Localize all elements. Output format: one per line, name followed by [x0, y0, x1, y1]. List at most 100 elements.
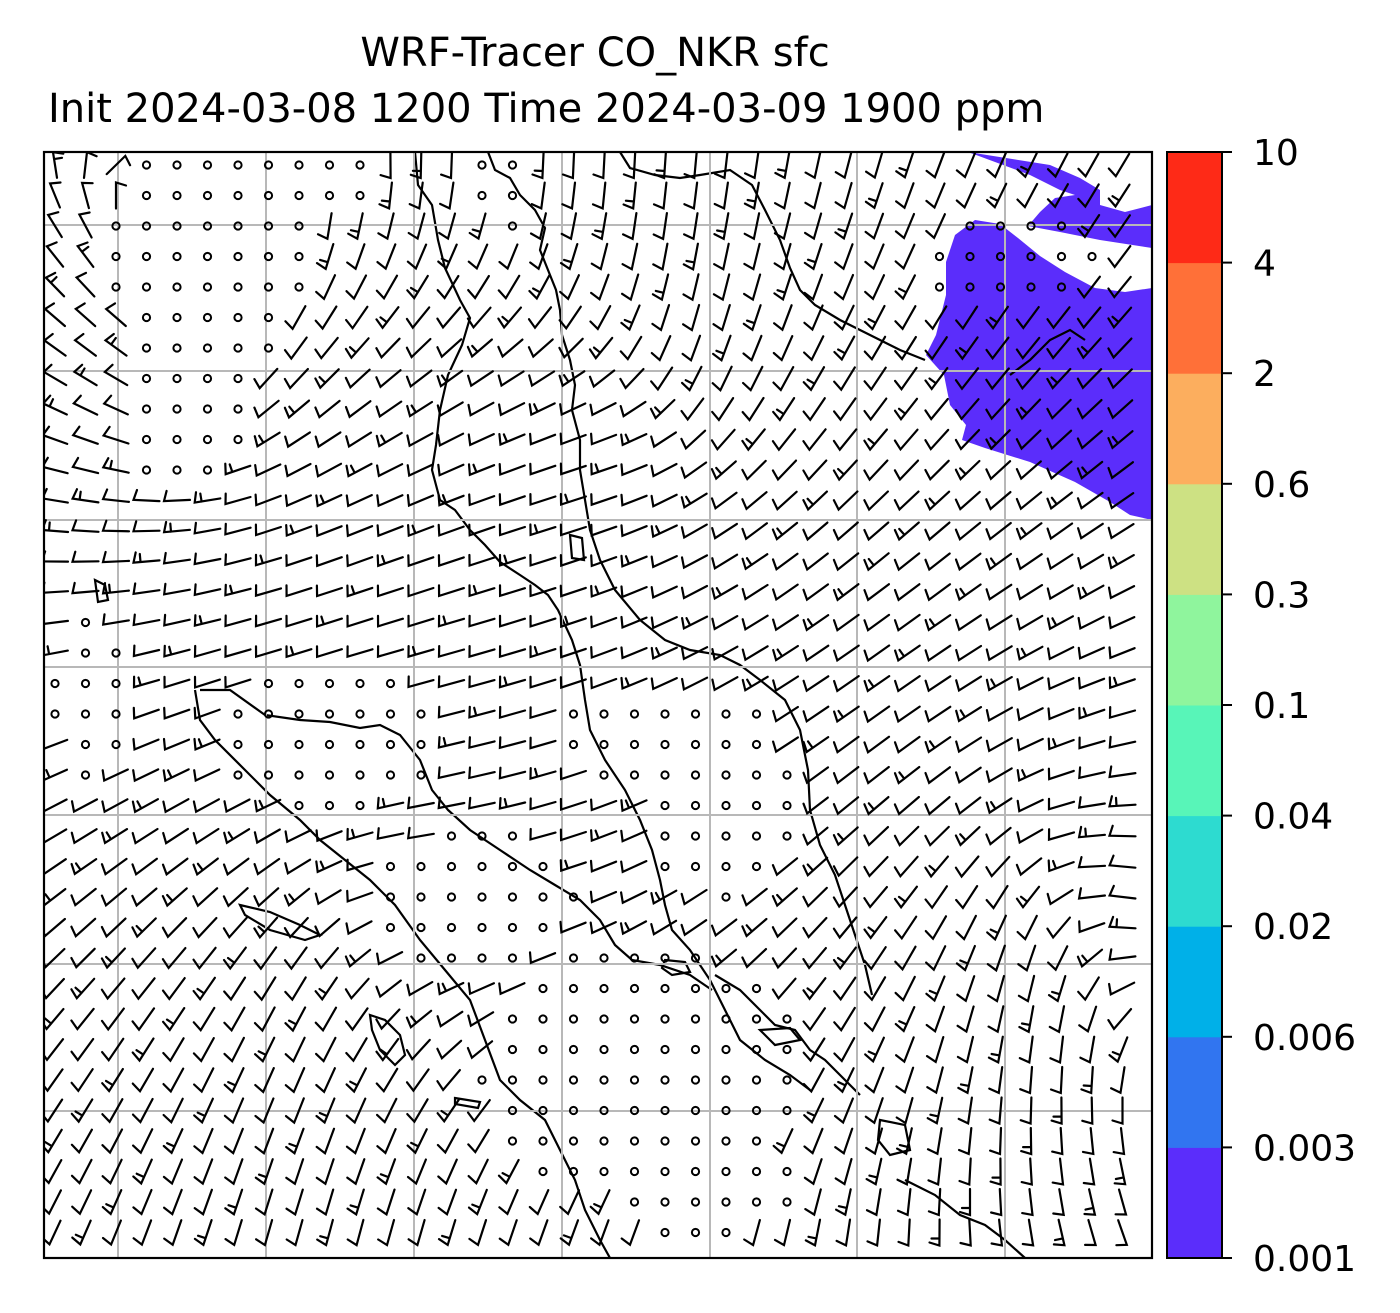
wind-barb: [741, 522, 768, 541]
wind-barb: [1114, 1188, 1128, 1216]
wind-barb: [315, 494, 343, 508]
wind-barb: [131, 488, 161, 503]
wind-barb: [101, 1128, 124, 1155]
calm-wind-circle: [233, 434, 243, 445]
wind-barb: [1047, 767, 1075, 781]
wind-barb: [864, 243, 885, 271]
wind-barb: [863, 946, 887, 971]
wind-barb: [744, 152, 760, 180]
wind-barb: [132, 551, 161, 564]
calm-wind-circle: [233, 251, 243, 262]
wind-barb: [1016, 737, 1044, 752]
wind-barb: [741, 917, 768, 938]
wind-barb: [894, 212, 916, 240]
wind-barb: [131, 827, 159, 845]
calm-wind-circle: [507, 953, 518, 963]
calm-wind-circle: [568, 1166, 579, 1177]
wind-barb: [802, 736, 830, 754]
wind-barb: [863, 644, 891, 663]
wind-barb: [375, 979, 402, 999]
calm-wind-circle: [721, 770, 731, 780]
calm-wind-circle: [385, 770, 396, 780]
map-panel: [42, 150, 1154, 1260]
wind-barb: [1047, 737, 1075, 751]
wind-barb: [893, 735, 921, 754]
wind-barb: [436, 1128, 459, 1155]
wind-barb: [1076, 460, 1104, 480]
wind-barb: [223, 1006, 246, 1033]
wind-barb: [832, 946, 857, 971]
wind-barb: [346, 889, 374, 903]
wind-barb: [863, 826, 890, 847]
calm-wind-circle: [141, 221, 152, 231]
wind-barb: [192, 976, 216, 1002]
wind-barb: [954, 521, 982, 541]
wind-barb: [560, 212, 578, 241]
calm-wind-circle: [507, 1105, 518, 1116]
calm-wind-circle: [1056, 251, 1067, 262]
calm-wind-circle: [233, 282, 243, 292]
wind-barb: [1108, 948, 1137, 961]
wind-barb: [437, 432, 465, 447]
wind-barb: [743, 212, 761, 241]
calm-wind-circle: [751, 709, 762, 719]
calm-wind-circle: [721, 892, 731, 902]
wind-barb: [44, 581, 70, 594]
wind-barb: [437, 243, 458, 271]
wind-barb: [559, 767, 587, 781]
wind-barb: [284, 1036, 306, 1064]
wind-barb: [100, 857, 128, 876]
wind-barb: [741, 614, 769, 632]
wind-barb: [985, 460, 1012, 481]
wind-barb: [985, 706, 1013, 722]
wind-barb: [44, 947, 66, 969]
wind-barb: [1046, 429, 1073, 451]
calm-wind-circle: [233, 221, 243, 231]
calm-wind-circle: [538, 1166, 548, 1177]
wind-barb: [498, 433, 526, 447]
wind-barb: [314, 947, 339, 970]
calm-wind-circle: [599, 739, 609, 750]
wind-barb: [192, 798, 220, 814]
wind-barb: [957, 1066, 974, 1095]
wind-barb: [498, 645, 527, 659]
wind-barb: [1016, 645, 1044, 661]
wind-barb: [1077, 615, 1105, 630]
wind-barb: [345, 920, 373, 936]
wind-barb: [407, 1218, 426, 1247]
wind-barb: [926, 1127, 943, 1156]
wind-barb: [924, 428, 950, 451]
wind-barb: [44, 487, 69, 504]
wind-barb: [771, 977, 797, 1001]
wind-barb: [863, 675, 891, 693]
colorbar-segment: [1167, 926, 1222, 1038]
wind-barb: [954, 429, 981, 451]
wind-barb: [743, 181, 760, 210]
wind-barb: [650, 524, 678, 539]
calm-wind-circle: [721, 800, 731, 811]
wind-barb: [1052, 1218, 1066, 1247]
calm-wind-circle: [721, 1075, 731, 1085]
calm-wind-circle: [80, 709, 91, 719]
wind-barb: [681, 646, 709, 661]
wind-barb: [254, 798, 282, 813]
wind-barb: [803, 304, 824, 332]
wind-barb: [222, 887, 249, 908]
wind-barb: [345, 1097, 367, 1125]
wind-barb: [224, 522, 252, 536]
wind-barb: [407, 524, 435, 538]
colorbar-tick-label: 0.001: [1253, 1239, 1356, 1280]
wind-barb: [346, 584, 374, 598]
wind-barb: [193, 768, 221, 783]
wind-barb: [588, 369, 616, 389]
calm-wind-circle: [477, 922, 487, 933]
calm-wind-circle: [629, 1166, 640, 1177]
wind-barb: [650, 366, 674, 392]
wind-barb: [529, 584, 557, 598]
wind-barb: [985, 737, 1013, 753]
wind-barb: [897, 1218, 911, 1248]
wind-barb: [193, 1219, 213, 1247]
wind-barb: [834, 1157, 853, 1186]
calm-wind-circle: [751, 770, 762, 780]
wind-barb: [437, 1188, 458, 1216]
